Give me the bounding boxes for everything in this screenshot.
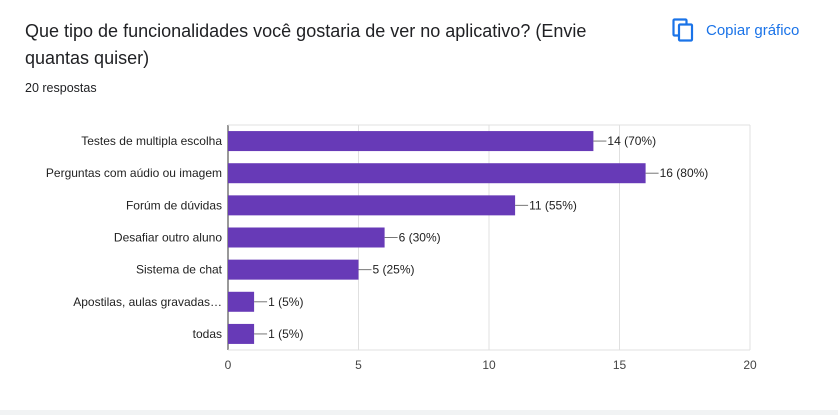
data-label: 16 (80%) bbox=[660, 166, 709, 180]
x-tick-label: 15 bbox=[613, 358, 627, 372]
response-count: 20 respostas bbox=[25, 81, 97, 95]
x-tick-label: 5 bbox=[355, 358, 362, 372]
copy-icon bbox=[672, 18, 694, 42]
bar bbox=[228, 323, 255, 344]
copy-chart-button[interactable]: Copiar gráfico bbox=[672, 17, 799, 43]
bar bbox=[228, 259, 359, 280]
bar bbox=[228, 131, 594, 152]
data-label: 1 (5%) bbox=[268, 327, 303, 341]
bar bbox=[228, 291, 255, 312]
page-footer bbox=[0, 410, 838, 415]
category-label: Testes de multipla escolha bbox=[81, 134, 222, 148]
category-label: Perguntas com aúdio ou imagem bbox=[46, 166, 222, 180]
category-label: Apostilas, aulas gravadas… bbox=[73, 295, 222, 309]
data-label: 1 (5%) bbox=[268, 295, 303, 309]
x-tick-label: 20 bbox=[743, 358, 757, 372]
x-tick-label: 0 bbox=[225, 358, 232, 372]
bar bbox=[228, 227, 385, 248]
category-label: Desafiar outro aluno bbox=[114, 231, 222, 245]
question-title: Que tipo de funcionalidades você gostari… bbox=[25, 21, 587, 68]
data-label: 14 (70%) bbox=[607, 134, 656, 148]
bar bbox=[228, 195, 516, 216]
data-label: 11 (55%) bbox=[529, 198, 577, 212]
x-tick-label: 10 bbox=[482, 358, 496, 372]
data-label: 5 (25%) bbox=[373, 263, 415, 277]
category-label: Sistema de chat bbox=[136, 263, 223, 277]
copy-chart-label: Copiar gráfico bbox=[706, 21, 800, 39]
category-label: Forúm de dúvidas bbox=[126, 198, 222, 212]
bar bbox=[228, 163, 646, 184]
data-label: 6 (30%) bbox=[399, 231, 441, 245]
category-label: todas bbox=[193, 327, 222, 341]
